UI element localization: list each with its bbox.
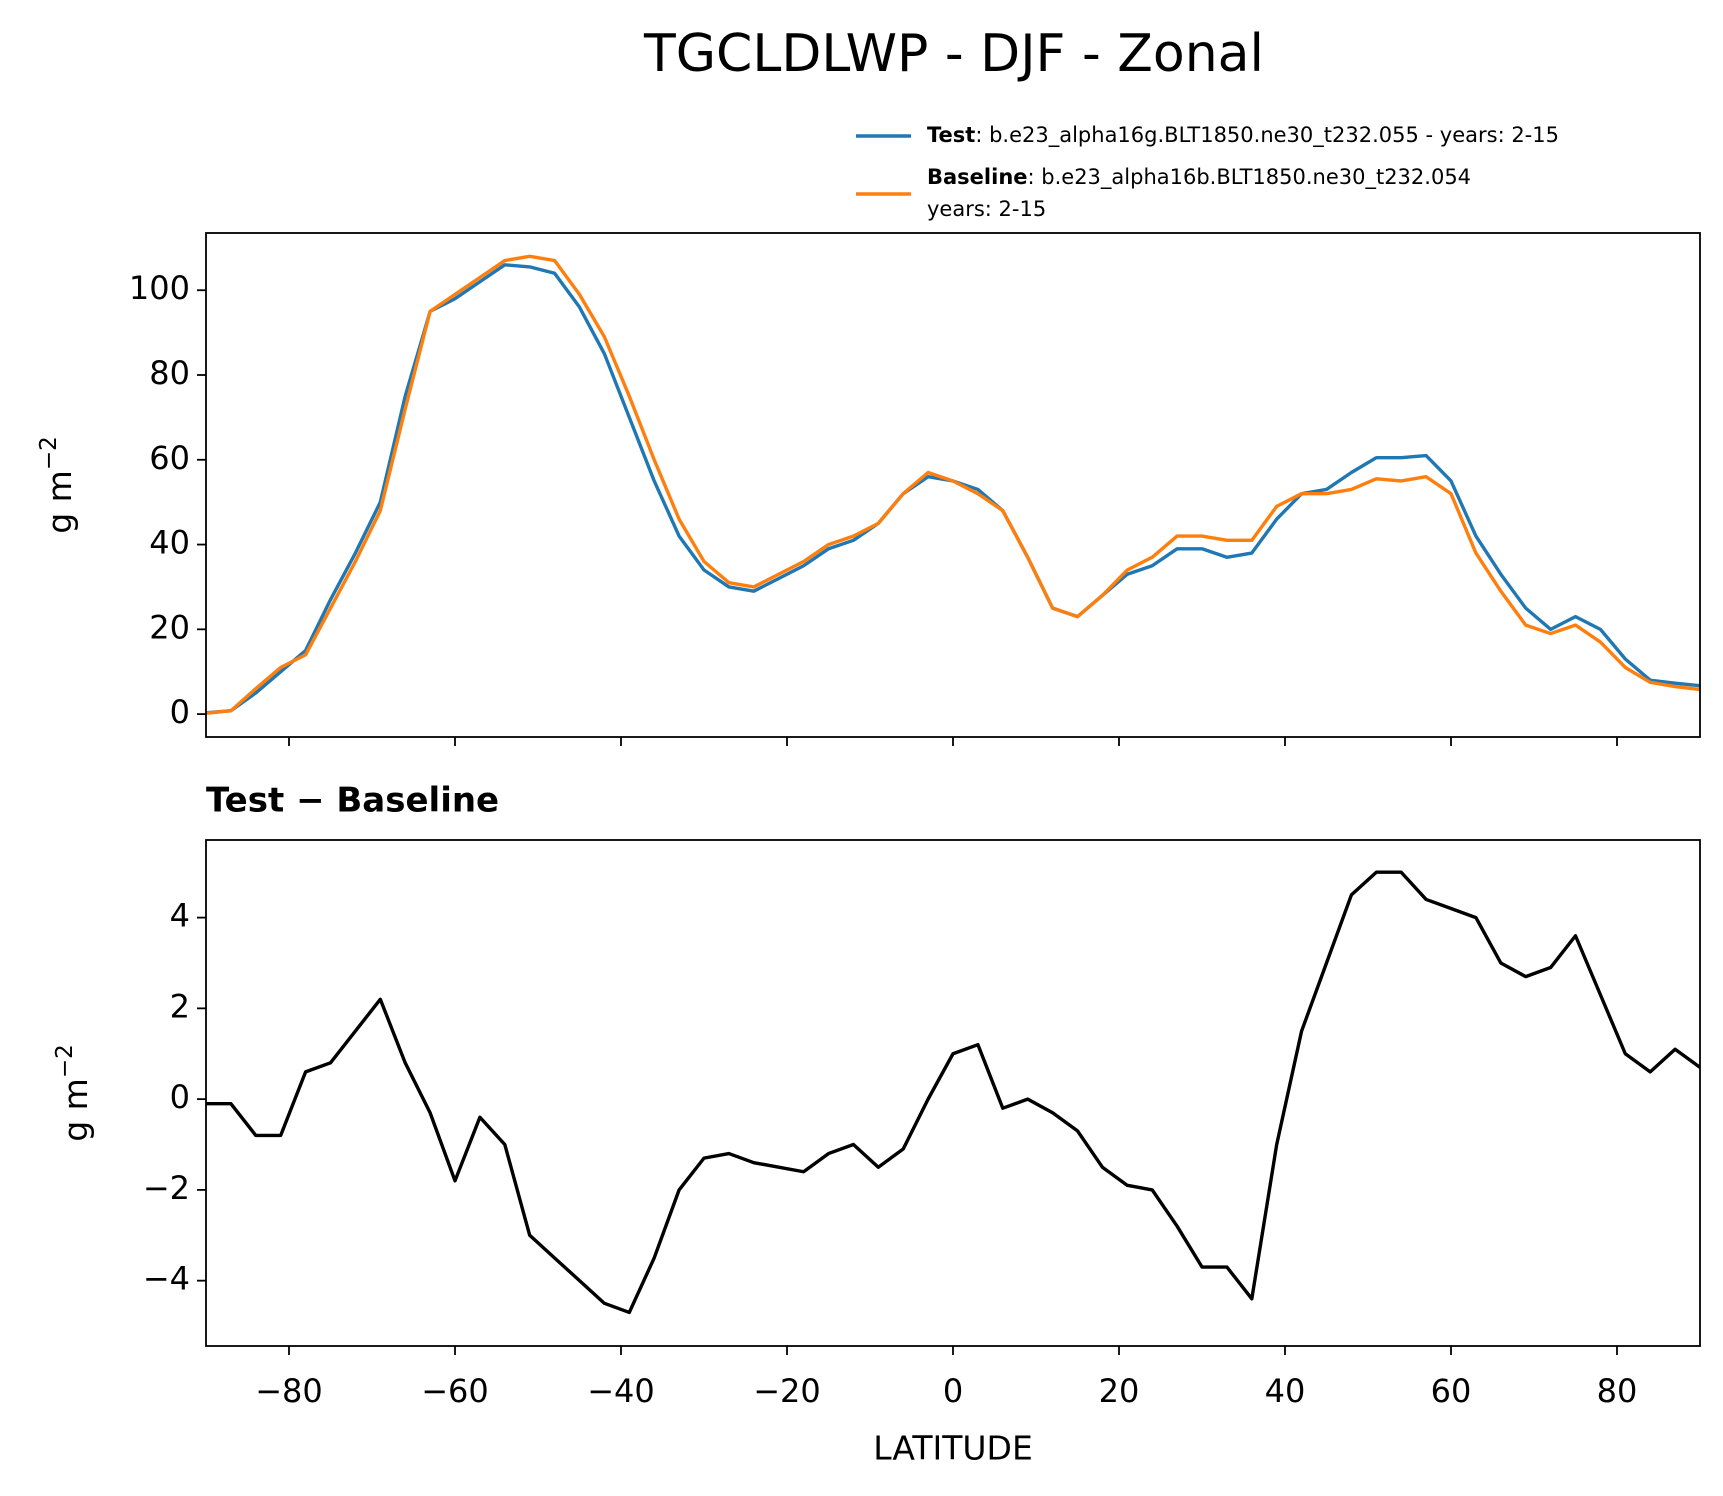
x-tick-label: −40 <box>587 1372 655 1410</box>
x-tick-label: −80 <box>255 1372 323 1410</box>
y-tick-label: 20 <box>149 608 190 646</box>
y-tick-label: 0 <box>170 1078 190 1116</box>
x-axis-label: LATITUDE <box>873 1429 1033 1468</box>
y-tick-label: 2 <box>170 987 190 1025</box>
legend-label: : b.e23_alpha16b.BLT1850.ne30_t232.054 <box>1028 165 1472 190</box>
y-tick-label: 60 <box>149 439 190 477</box>
x-tick-label: 60 <box>1431 1372 1472 1410</box>
data-line <box>206 870 1700 1315</box>
x-tick-label: 0 <box>943 1372 963 1410</box>
legend-label: years: 2-15 <box>927 197 1046 221</box>
legend-name: Test <box>927 123 975 147</box>
y-tick-label: 100 <box>129 269 190 307</box>
data-line <box>206 254 1700 715</box>
y-tick-label: −2 <box>143 1169 190 1207</box>
y-tick-label: 4 <box>170 897 190 935</box>
x-tick-label: 80 <box>1597 1372 1638 1410</box>
y-tick-label: 80 <box>149 354 190 392</box>
figure-title: TGCLDLWP - DJF - Zonal <box>643 24 1264 84</box>
y-axis-label-text: g m <box>56 1078 95 1142</box>
axes-frame <box>205 232 1701 738</box>
legend-name: Baseline <box>927 165 1028 189</box>
y-axis-label-exponent: −2 <box>52 1044 78 1078</box>
x-tick-label: −20 <box>753 1372 821 1410</box>
legend-entry: Baseline: b.e23_alpha16b.BLT1850.ne30_t2… <box>927 165 1471 190</box>
y-tick-label: 0 <box>170 693 190 731</box>
legend-label: : b.e23_alpha16g.BLT1850.ne30_t232.055 -… <box>975 123 1559 148</box>
legend-entry: Test: b.e23_alpha16g.BLT1850.ne30_t232.0… <box>927 123 1559 148</box>
y-axis-label: g m−2 <box>36 436 79 534</box>
x-tick-label: 20 <box>1099 1372 1140 1410</box>
x-tick-label: −60 <box>421 1372 489 1410</box>
y-axis-label-text: g m <box>40 470 79 534</box>
y-axis-label: g m−2 <box>52 1044 95 1142</box>
y-tick-label: 40 <box>149 524 190 562</box>
y-tick-label: −4 <box>143 1260 190 1298</box>
axes-frame <box>205 839 1701 1347</box>
y-axis-label-exponent: −2 <box>36 436 62 470</box>
subplot-title: Test − Baseline <box>206 781 499 821</box>
x-tick-label: 40 <box>1265 1372 1306 1410</box>
